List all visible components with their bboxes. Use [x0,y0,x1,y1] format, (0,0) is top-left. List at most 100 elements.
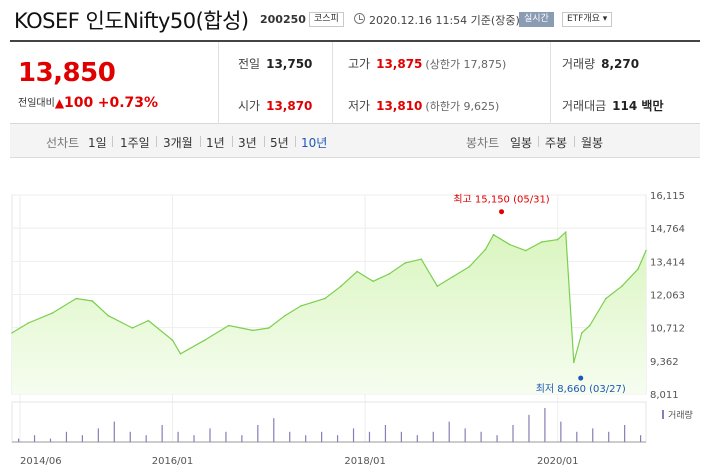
divider [218,42,219,124]
market-badge: 코스피 [309,12,344,27]
y-tick-label: 9,362 [650,357,679,368]
divider [574,136,575,147]
price-line [11,230,647,363]
price-point [621,285,623,288]
etf-overview-dropdown[interactable]: ETF개요 ▾ [562,12,613,27]
x-tick-label: 2016/01 [152,456,194,467]
price-point [75,297,78,300]
price-point [300,305,302,307]
divider [332,42,333,124]
x-tick-label: 2014/06 [20,456,62,467]
low-value: 13,810 [376,99,423,113]
volume-bar [81,435,83,442]
max-marker [499,209,505,215]
price-point [171,339,174,342]
x-tick-label: 2018/01 [344,456,386,467]
price-point [524,249,527,252]
volume-bar [97,428,99,442]
price-point [107,314,110,317]
volume-bar [352,428,355,442]
trade-amount: 거래대금 114 백만 [562,97,663,114]
volume-bar [416,435,418,442]
volume-bar [512,425,514,442]
y-tick-label: 14,764 [650,224,685,235]
price-point [605,297,607,300]
volume-bar [177,431,179,442]
x-tick-label: 2020/01 [537,456,579,467]
price-point [580,332,583,334]
volume-value: 8,270 [601,57,640,71]
realtime-badge[interactable]: 실시간 [519,12,554,27]
y-tick-label: 8,011 [650,390,679,401]
price-point [11,332,13,334]
volume-bar [400,431,402,442]
price-point [203,339,206,342]
period-5y[interactable]: 5년 [270,136,289,150]
price-point [131,327,134,329]
price-point [645,249,647,252]
price-chart[interactable]: 최고 15,150 (05/31) 최저 8,660 (03/27) 거래량 8,… [10,180,710,473]
min-label: 최저 8,660 (03/27) [536,383,626,395]
price-point [91,300,94,302]
candle-daily[interactable]: 일봉 [510,136,533,150]
volume-bar [18,438,20,442]
volume-bar [33,435,36,442]
price-point [637,268,639,270]
period-10y[interactable]: 10년 [301,136,328,150]
volume-bar [432,431,434,442]
volume-bar [368,431,371,442]
prev-close-value: 13,750 [266,57,313,71]
volume-bar [193,435,195,442]
price-point [508,243,511,246]
price-point [556,238,559,241]
volume-bar [544,408,546,442]
period-3m[interactable]: 3개월 [163,136,193,150]
period-1y[interactable]: 1년 [206,136,225,150]
low-label: 저가 [348,99,371,113]
price-chart-svg: 최고 15,150 (05/31) 최저 8,660 (03/27) 거래량 8,… [11,191,693,467]
price-point [51,312,53,315]
amount-value: 114 백만 [612,99,664,113]
y-tick-label: 13,414 [650,257,685,268]
volume-bar [448,421,450,442]
period-1w[interactable]: 1주일 [120,136,150,150]
divider [200,136,201,147]
volume-bar [241,435,243,442]
y-tick-label: 10,712 [650,324,685,335]
y-tick-label: 16,115 [650,191,685,202]
volume-bar [257,425,259,442]
volume-bar [608,431,610,442]
volume-bar [480,431,482,442]
period-3y[interactable]: 3년 [238,136,257,150]
volume-bar [624,425,626,442]
volume-bar [209,428,211,442]
high-label: 고가 [348,57,371,71]
price-point [179,352,182,355]
change-label: 전일대비 [18,98,55,109]
upper-limit: (상한가 17,875) [425,58,507,71]
volume-bar [528,414,530,442]
volume-legend-swatch [662,410,664,419]
volume-bar [65,431,68,442]
volume-bar [225,431,227,442]
volume-bar [576,431,578,442]
stock-header: KOSEF 인도Nifty50(합성) 200250 코스피 2020.12.1… [0,0,710,38]
volume-bar [273,418,275,442]
volume-bar [113,421,115,442]
price-point [564,231,567,234]
divider [232,136,233,147]
chart-period-toolbar: 선차트 1일 1주일 3개월 1년 3년 5년 10년 봉차트 일봉 주봉 월봉 [10,124,700,158]
candle-monthly[interactable]: 월봉 [581,136,604,150]
candle-weekly[interactable]: 주봉 [545,136,568,150]
open-label: 시가 [238,99,261,113]
volume-bar [49,438,52,442]
price-change: 전일대비▲100 +0.73% [18,94,158,111]
volume-bar [560,421,562,442]
price-point [484,248,487,251]
open-price: 시가 13,870 [238,97,312,114]
period-1d[interactable]: 1일 [88,136,107,150]
change-value: 100 [64,95,94,111]
lower-limit: (하한가 9,625) [425,100,500,113]
divider [550,42,551,124]
volume-frame [11,401,647,443]
